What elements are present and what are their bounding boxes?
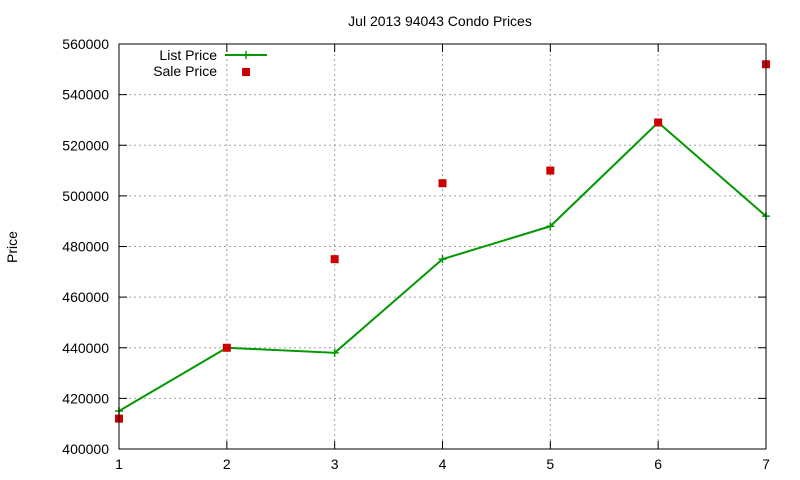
chart-title: Jul 2013 94043 Condo Prices — [348, 13, 532, 29]
sale-price-point — [546, 166, 555, 175]
plot-series — [115, 60, 770, 423]
x-tick-label: 2 — [223, 456, 231, 472]
sale-price-point — [330, 255, 339, 264]
sale-price-point — [222, 343, 231, 352]
legend-square-swatch — [242, 68, 250, 76]
y-tick-label: 420000 — [62, 390, 109, 406]
list-price-point — [546, 222, 555, 231]
x-tick-label: 3 — [331, 456, 339, 472]
x-tick-label: 6 — [654, 456, 662, 472]
sale-price-point — [654, 118, 663, 127]
y-tick-label: 500000 — [62, 188, 109, 204]
x-tick-label: 4 — [439, 456, 447, 472]
y-tick-label: 520000 — [62, 137, 109, 153]
sale-price-point — [438, 179, 447, 188]
y-tick-label: 460000 — [62, 289, 109, 305]
y-tick-label: 480000 — [62, 239, 109, 255]
x-tick-label: 1 — [115, 456, 123, 472]
y-tick-label: 440000 — [62, 340, 109, 356]
legend-label: Sale Price — [153, 63, 217, 79]
list-price-point — [330, 348, 339, 357]
legend-item-sale-price: Sale Price — [153, 63, 250, 79]
y-axis-label: Price — [4, 231, 20, 263]
y-tick-label: 560000 — [62, 36, 109, 52]
legend-item-list-price: List Price — [159, 47, 267, 63]
legend-plus-marker — [242, 51, 250, 59]
x-tick-label: 7 — [762, 456, 770, 472]
y-tick-label: 540000 — [62, 87, 109, 103]
y-tick-label: 400000 — [62, 441, 109, 457]
x-tick-label: 5 — [546, 456, 554, 472]
grid-lines — [119, 44, 766, 449]
axis-ticks: 400000 420000 440000 460000 480000 500000 5200… — [62, 36, 770, 472]
list-price-point — [438, 255, 447, 264]
legend-label: List Price — [159, 47, 217, 63]
